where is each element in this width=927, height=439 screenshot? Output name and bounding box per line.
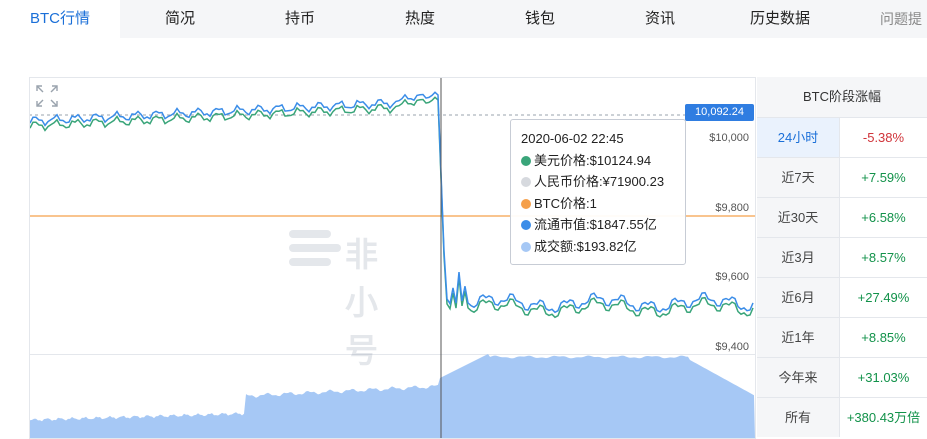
tooltip-row: 美元价格:$10124.94 [521,150,675,172]
fullscreen-icon[interactable] [35,84,59,108]
period-change: +7.59% [861,170,906,185]
period-label: 近1年 [757,318,840,357]
period-row-7d[interactable]: 近7天 +7.59% [757,158,927,198]
period-change: +380.43万倍 [846,410,921,425]
tab-history-data[interactable]: 历史数据 [749,10,810,27]
volume-separator [29,354,756,355]
period-label: 近3月 [757,238,840,277]
usd-price-line [29,96,754,319]
legend-dot-icon [521,241,531,252]
legend-dot-icon [521,220,531,231]
period-change: +6.58% [861,210,906,225]
tab-wallet[interactable]: 钱包 [524,10,555,27]
tooltip-row: 流通市值:$1847.55亿 [521,214,675,236]
period-label: 所有 [757,398,840,437]
tooltip-row: 成交额:$193.82亿 [521,236,675,258]
period-row-3m[interactable]: 近3月 +8.57% [757,238,927,278]
period-change: +27.49% [857,290,910,305]
y-tick-label: $10,000 [709,132,749,144]
period-label: 近7天 [757,158,840,197]
watermark-logo: 非小号 [289,226,409,369]
y-tick-label: $9,800 [715,202,749,214]
legend-dot-icon [521,155,531,166]
period-change: +8.57% [861,250,906,265]
legend-dot-icon [521,198,531,209]
watermark-icon [289,230,341,266]
watermark-text: 非小号 [345,236,379,369]
period-row-30d[interactable]: 近30天 +6.58% [757,198,927,238]
panel-title: BTC阶段涨幅 [757,77,927,118]
period-row-24h[interactable]: 24小时 -5.38% [757,118,927,158]
period-change: -5.38% [862,130,905,145]
volume-bars [30,354,755,439]
tooltip-row: 人民币价格:¥71900.23 [521,171,675,193]
tab-faq[interactable]: 问题提 [880,11,922,27]
tab-popularity[interactable]: 热度 [404,10,435,27]
period-label: 近6月 [757,278,840,317]
btc-performance-panel: BTC阶段涨幅 24小时 -5.38% 近7天 +7.59% 近30天 +6.5… [757,77,927,439]
y-tick-label: $9,600 [715,271,749,283]
period-label: 近30天 [757,198,840,237]
tab-news[interactable]: 资讯 [644,10,675,27]
cny-price-line [29,91,754,314]
tooltip-time: 2020-06-02 22:45 [521,131,624,146]
chart-tooltip: 2020-06-02 22:45 美元价格:$10124.94 人民币价格:¥7… [510,119,686,265]
period-label: 24小时 [757,118,840,157]
current-price-tag: 10,092.24 [685,104,754,121]
tab-bar: BTC行情 简况 持币 热度 钱包 资讯 历史数据 问题提 [0,0,927,38]
tab-holdings[interactable]: 持币 [284,10,315,27]
tab-btc-market[interactable]: BTC行情 [0,0,120,38]
period-label: 今年来 [757,358,840,397]
period-row-ytd[interactable]: 今年来 +31.03% [757,358,927,398]
tab-overview[interactable]: 简况 [164,10,195,27]
y-tick-label: $9,400 [715,341,749,353]
period-row-all[interactable]: 所有 +380.43万倍 [757,398,927,439]
period-change: +31.03% [857,370,910,385]
period-row-6m[interactable]: 近6月 +27.49% [757,278,927,318]
period-row-1y[interactable]: 近1年 +8.85% [757,318,927,358]
legend-dot-icon [521,177,531,188]
period-change: +8.85% [861,330,906,345]
tooltip-row: BTC价格:1 [521,193,675,215]
